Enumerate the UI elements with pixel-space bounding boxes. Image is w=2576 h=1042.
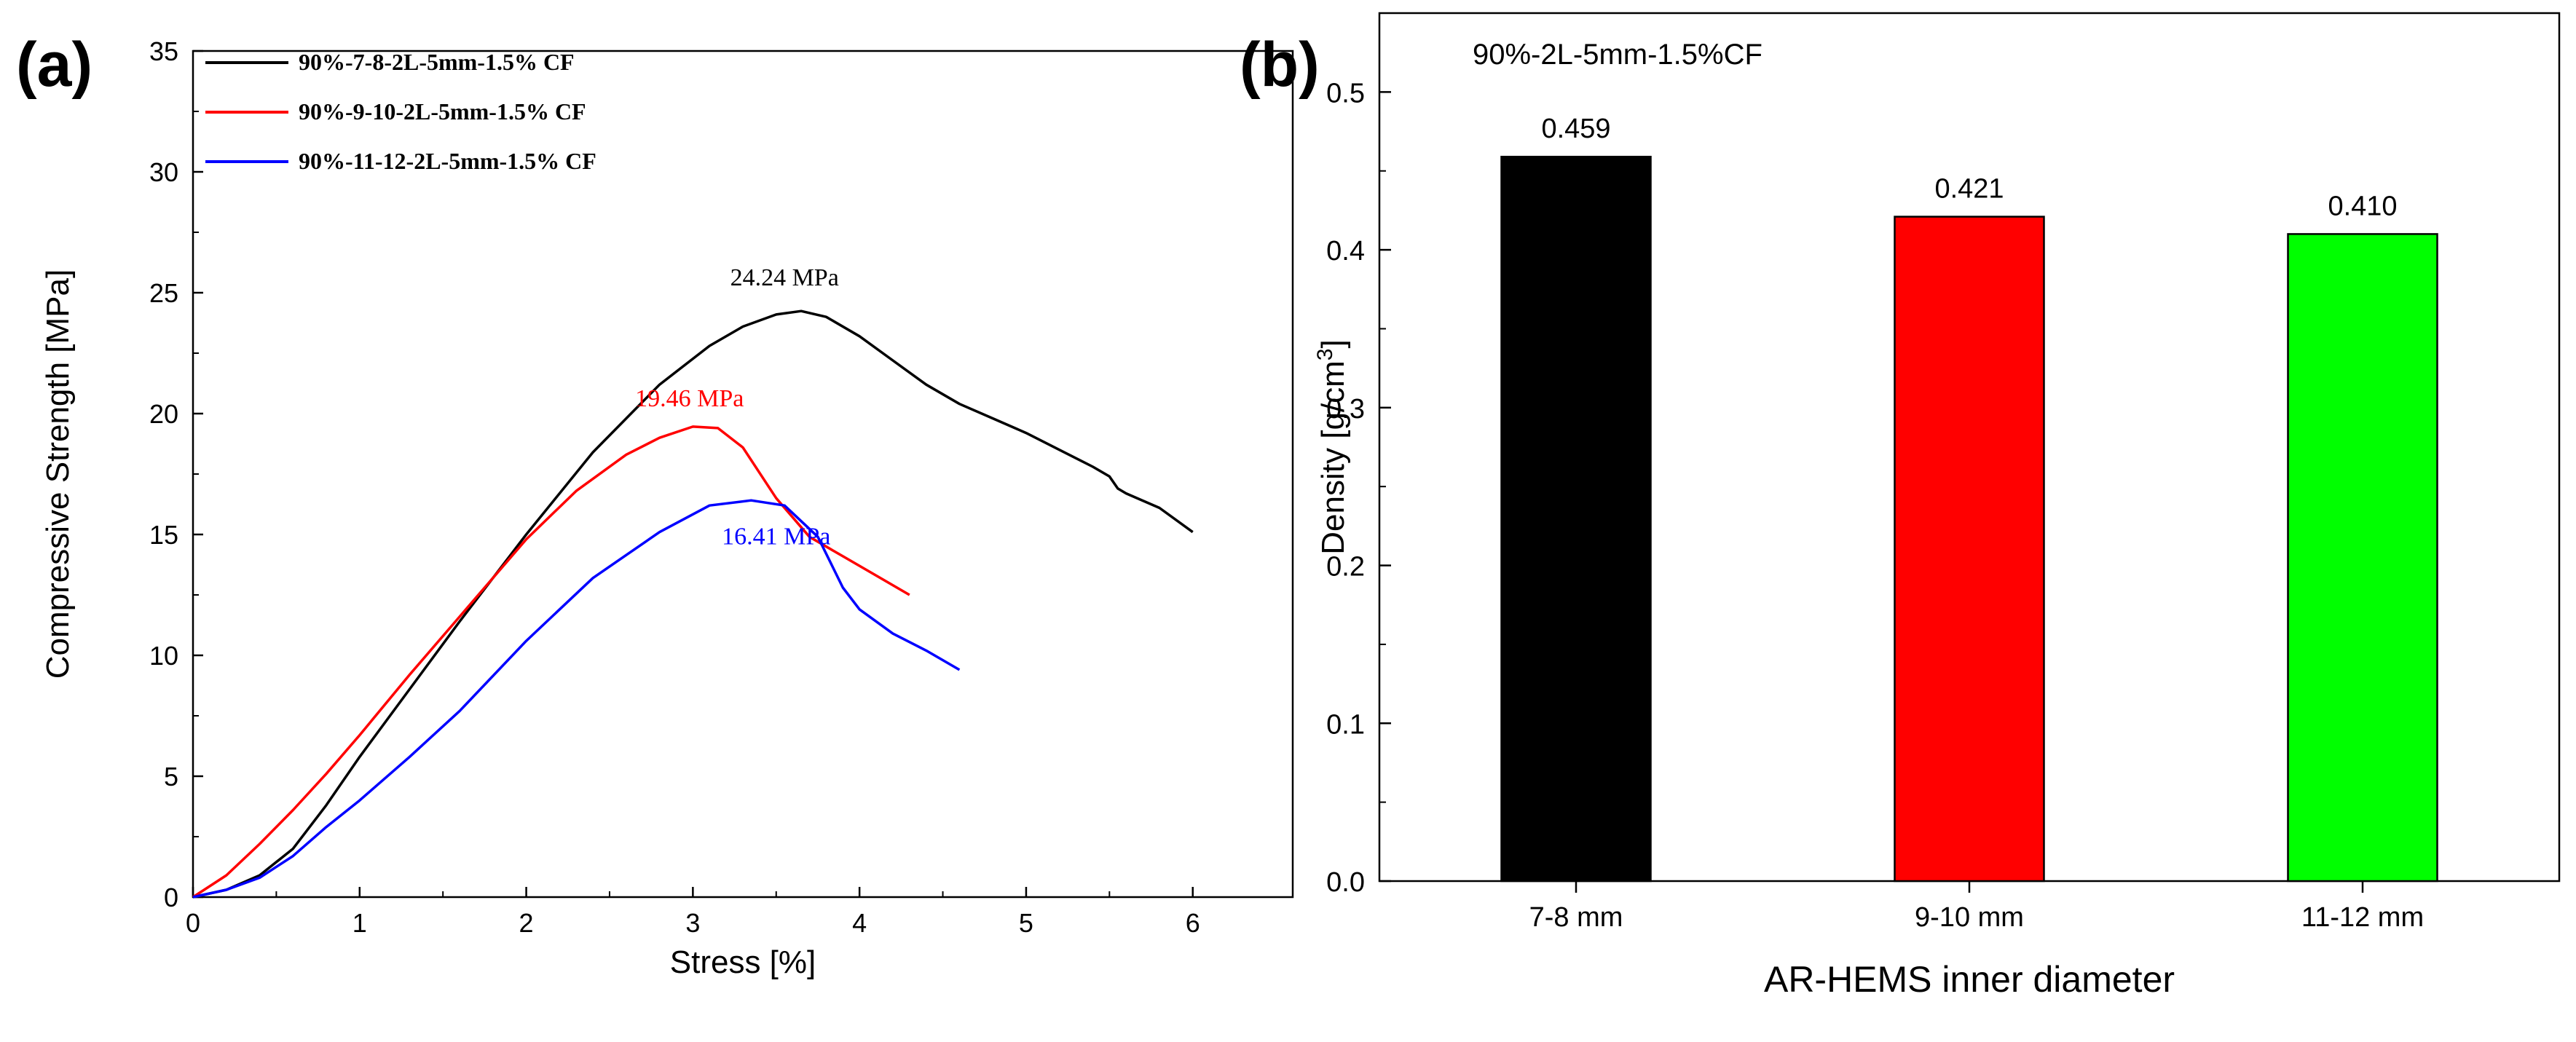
- legend-label: 90%-9-10-2L-5mm-1.5% CF: [299, 98, 586, 125]
- bar-value-label: 0.459: [1541, 114, 1610, 144]
- panel-label-a: (a): [16, 30, 92, 100]
- x-tick-label: 7-8 mm: [1529, 902, 1623, 933]
- series-line-1: [192, 309, 1194, 899]
- y-axis-label: Density [g/cm3]: [1313, 339, 1352, 554]
- plot-frame: [192, 50, 1294, 899]
- bar-chart: 90%-2L-5mm-1.5%CF 0.0 0.1 0.2 0.3 0.4 0.5 7-8 …: [1313, 12, 2561, 1000]
- y-tick-label: 30: [149, 157, 178, 187]
- y-tick-label: 0: [164, 883, 178, 912]
- chart-title: 90%-2L-5mm-1.5%CF: [1473, 39, 1762, 71]
- x-tick-label: 2: [519, 908, 534, 938]
- x-tick-label: 1: [352, 908, 367, 938]
- series-line-2: [192, 425, 910, 899]
- bar-value-label: 0.421: [1934, 174, 2004, 205]
- y-tick-label: 5: [164, 762, 178, 792]
- bar-3: [2287, 233, 2438, 883]
- y-tick-label: 10: [149, 641, 178, 671]
- y-tick-label: 0.4: [1326, 236, 1365, 267]
- line-chart: 0 1 2 3 4 5 6 0 5 10 15 20 25 30 35 24.24 MPa 19.46 MPa…: [40, 36, 1294, 980]
- y-tick-label: 0.3: [1326, 394, 1365, 425]
- legend-label: 90%-7-8-2L-5mm-1.5% CF: [299, 49, 575, 75]
- axis-ticks: 0.0 0.1 0.2 0.3 0.4 0.5 7-8 mm 9-10 mm 11-12 mm: [1326, 78, 2424, 933]
- bar-value-label: 0.410: [2328, 191, 2397, 221]
- x-axis-label: Stress [%]: [670, 944, 816, 980]
- y-tick-label: 15: [149, 520, 178, 550]
- x-tick-label: 3: [685, 908, 700, 938]
- y-tick-label: 0.0: [1326, 867, 1365, 898]
- y-tick-label: 0.5: [1326, 78, 1365, 108]
- x-tick-label: 0: [186, 908, 200, 938]
- x-tick-label: 9-10 mm: [1915, 902, 2024, 933]
- panel-label-b: (b): [1240, 30, 1320, 100]
- annotations: 24.24 MPa 19.46 MPa 16.41 MPa: [635, 264, 839, 550]
- bars-group: 0.459 0.421 0.410: [1500, 114, 2438, 883]
- series-group: [192, 309, 1194, 899]
- series-line-3: [192, 499, 961, 899]
- peak-annotation: 19.46 MPa: [635, 385, 744, 412]
- x-tick-label: 6: [1186, 908, 1200, 938]
- x-axis-label: AR-HEMS inner diameter: [1764, 959, 2175, 1000]
- legend-label: 90%-11-12-2L-5mm-1.5% CF: [299, 148, 596, 174]
- x-tick-label: 11-12 mm: [2301, 902, 2424, 933]
- x-tick-label: 5: [1019, 908, 1033, 938]
- y-tick-label: 0.1: [1326, 709, 1365, 740]
- axis-ticks: 0 1 2 3 4 5 6 0 5 10 15 20 25 30 35: [149, 36, 1200, 938]
- bar-2: [1894, 216, 2045, 883]
- y-tick-label: 25: [149, 278, 178, 308]
- y-tick-label: 20: [149, 399, 178, 429]
- y-tick-label: 35: [149, 36, 178, 66]
- y-tick-label: 0.2: [1326, 552, 1365, 583]
- legend: 90%-7-8-2L-5mm-1.5% CF 90%-9-10-2L-5mm-1.…: [205, 49, 596, 174]
- bar-1: [1500, 155, 1652, 883]
- y-axis-label: Compressive Strength [MPa]: [40, 269, 76, 679]
- x-tick-label: 4: [852, 908, 867, 938]
- peak-annotation: 16.41 MPa: [722, 523, 830, 550]
- peak-annotation: 24.24 MPa: [730, 264, 839, 291]
